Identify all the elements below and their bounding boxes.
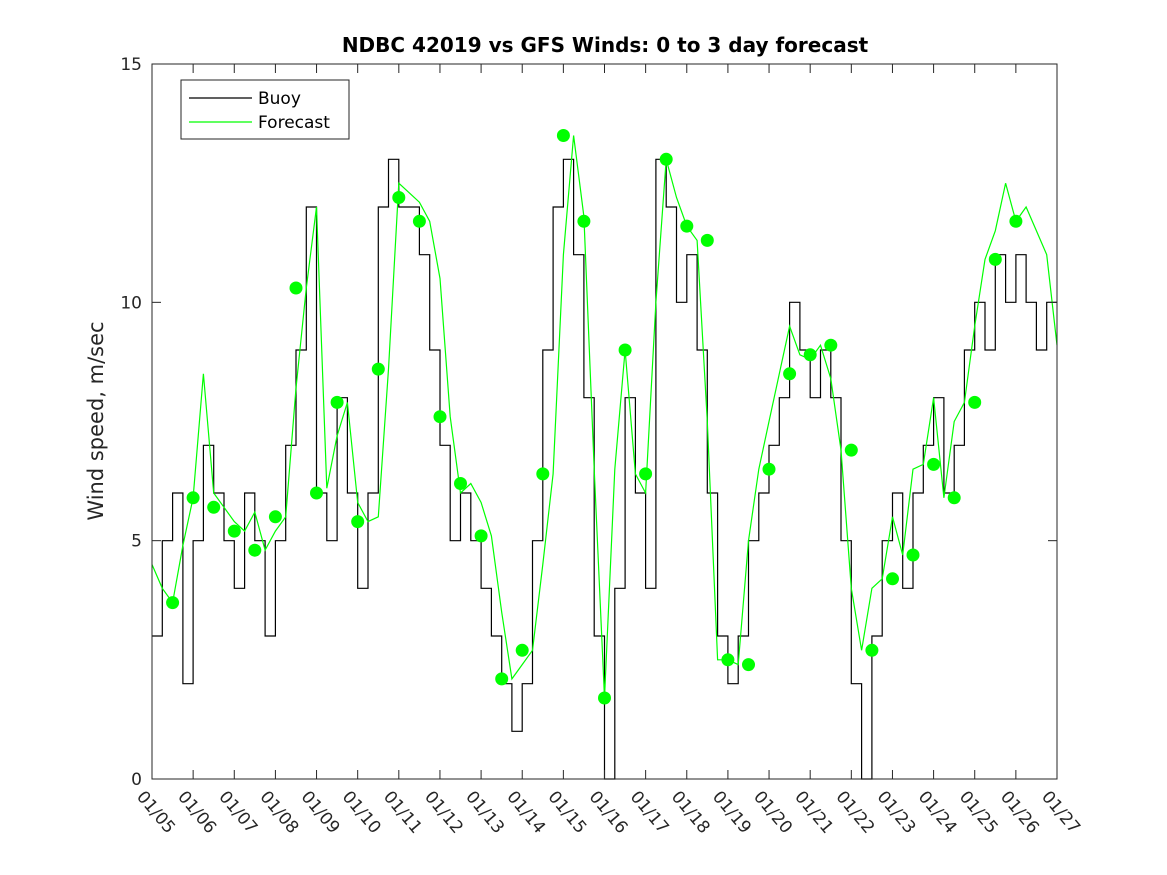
forecast-marker <box>700 233 714 247</box>
forecast-marker <box>906 548 920 562</box>
forecast-marker <box>351 515 365 529</box>
forecast-marker <box>598 691 611 705</box>
y-axis-label: Wind speed, m/sec <box>84 321 108 520</box>
forecast-marker <box>495 672 509 686</box>
y-tick-label: 0 <box>131 770 142 790</box>
legend: Buoy Forecast <box>180 79 350 140</box>
forecast-marker <box>865 643 879 657</box>
forecast-marker <box>310 486 323 500</box>
forecast-marker <box>392 191 406 204</box>
forecast-marker <box>371 362 385 376</box>
forecast-marker <box>248 543 262 557</box>
forecast-marker <box>803 348 817 362</box>
forecast-marker <box>783 367 797 381</box>
forecast-marker <box>433 410 447 424</box>
forecast-marker <box>886 572 899 586</box>
forecast-marker <box>742 658 755 672</box>
forecast-marker <box>618 343 632 357</box>
forecast-marker <box>1009 214 1023 228</box>
forecast-marker <box>556 129 570 142</box>
forecast-marker <box>639 467 653 481</box>
forecast-marker <box>824 338 838 352</box>
forecast-marker <box>515 643 529 657</box>
chart-title: NDBC 42019 vs GFS Winds: 0 to 3 day fore… <box>342 33 869 57</box>
forecast-marker <box>968 395 982 409</box>
forecast-marker <box>536 467 550 481</box>
plot-area: 01/0501/0601/0701/0801/0901/1001/1101/12… <box>120 55 1084 838</box>
forecast-marker <box>330 395 344 409</box>
forecast-marker <box>927 457 941 471</box>
forecast-marker <box>412 214 426 228</box>
forecast-marker <box>268 510 282 524</box>
forecast-marker <box>988 252 1002 266</box>
forecast-marker <box>659 152 673 166</box>
forecast-marker <box>474 529 488 543</box>
legend-box <box>180 79 350 140</box>
y-tick-label: 5 <box>131 532 142 552</box>
forecast-marker <box>207 500 221 514</box>
legend-forecast-label: Forecast <box>258 113 330 133</box>
forecast-marker <box>680 219 694 233</box>
forecast-marker <box>762 462 776 476</box>
forecast-marker <box>721 653 735 667</box>
forecast-marker <box>454 477 467 490</box>
forecast-marker <box>186 491 200 505</box>
forecast-marker <box>166 596 180 610</box>
y-tick-label: 15 <box>120 55 142 75</box>
forecast-marker <box>289 281 303 295</box>
forecast-marker <box>577 214 591 228</box>
y-tick-label: 10 <box>120 293 142 313</box>
forecast-marker <box>947 491 961 505</box>
legend-buoy-label: Buoy <box>258 89 301 109</box>
forecast-marker <box>227 524 241 538</box>
forecast-marker <box>844 443 858 457</box>
